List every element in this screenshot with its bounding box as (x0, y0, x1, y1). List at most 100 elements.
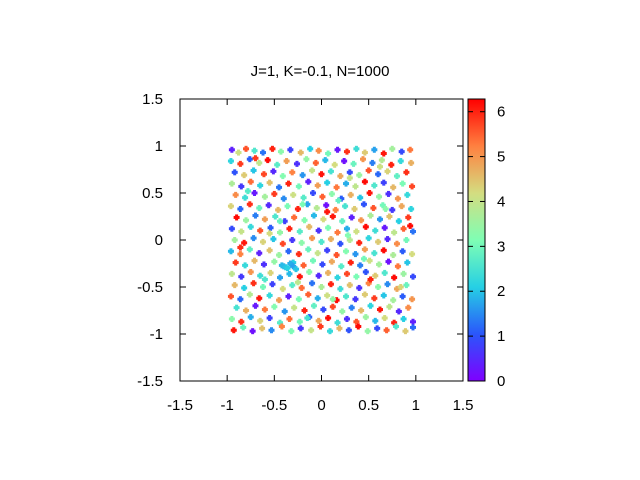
data-point (246, 246, 253, 253)
data-point (314, 295, 321, 302)
data-point (380, 247, 387, 254)
data-point (306, 223, 313, 230)
data-point (296, 228, 303, 235)
data-point (252, 302, 259, 309)
data-point (305, 178, 312, 185)
data-point (343, 293, 350, 300)
y-tick-label: -1.5 (137, 373, 163, 390)
data-point (251, 190, 258, 196)
data-point (315, 227, 322, 234)
data-point (375, 284, 382, 290)
data-point (324, 292, 331, 299)
data-point (346, 174, 353, 181)
data-point (385, 258, 392, 265)
data-point (372, 317, 379, 324)
data-point (237, 205, 244, 212)
data-point (357, 262, 364, 269)
data-point (362, 223, 369, 230)
data-point (310, 190, 317, 196)
colorbar-axis: 0 1 2 3 4 5 6 (468, 104, 505, 390)
data-point (310, 212, 317, 219)
data-point (318, 171, 325, 178)
data-point (410, 318, 417, 325)
data-point (304, 315, 311, 322)
data-point (335, 197, 342, 204)
data-point (289, 237, 296, 243)
data-point (252, 212, 259, 219)
data-point (301, 307, 308, 314)
data-point (376, 216, 383, 223)
data-point (343, 148, 350, 155)
data-point (341, 158, 348, 165)
data-point (331, 161, 338, 168)
data-point (276, 297, 283, 304)
data-point (404, 191, 411, 198)
y-axis: -1.5 -1 -0.5 0 0.5 1 1.5 (137, 91, 463, 390)
data-point (410, 324, 417, 331)
data-point (271, 303, 278, 310)
data-point (298, 239, 305, 246)
data-point (266, 315, 273, 322)
data-point (295, 183, 302, 190)
data-point (277, 148, 284, 155)
data-point (232, 259, 239, 266)
data-point (356, 172, 363, 179)
data-point (384, 236, 391, 243)
data-point (230, 327, 237, 334)
data-point (304, 201, 311, 208)
data-point (376, 193, 383, 200)
data-point (256, 295, 263, 302)
data-point (360, 201, 367, 208)
data-point (241, 172, 248, 179)
data-point (235, 149, 242, 156)
data-point (287, 260, 294, 267)
data-point (312, 159, 319, 166)
data-point (279, 173, 286, 180)
data-point (409, 296, 416, 303)
data-point (376, 261, 383, 268)
data-point (231, 282, 238, 289)
data-point (343, 315, 350, 322)
data-point (299, 201, 306, 208)
data-point (256, 159, 263, 166)
data-point (227, 248, 234, 255)
data-point (405, 304, 412, 311)
data-point (380, 179, 387, 186)
data-point (228, 146, 235, 153)
data-point (246, 291, 253, 298)
data-point (393, 240, 400, 247)
data-point (325, 269, 332, 276)
data-point (320, 306, 327, 313)
data-point (353, 228, 360, 235)
data-point (266, 247, 273, 254)
data-point (269, 281, 276, 288)
data-point (291, 304, 298, 311)
data-point (346, 282, 353, 289)
data-point (410, 273, 417, 280)
data-point (293, 160, 300, 167)
data-point (347, 259, 354, 266)
data-point (288, 328, 295, 335)
data-point (337, 240, 344, 247)
data-point (348, 304, 355, 311)
data-point (325, 224, 332, 231)
data-point (246, 201, 253, 208)
data-point (286, 315, 293, 322)
data-point (261, 306, 268, 313)
data-point (260, 171, 267, 178)
data-point (241, 284, 248, 291)
data-point (287, 146, 294, 153)
data-point (356, 239, 363, 246)
data-point (348, 214, 355, 221)
data-point (257, 227, 264, 234)
data-point (251, 257, 258, 264)
data-point (367, 212, 374, 219)
data-point (347, 191, 354, 198)
data-point (374, 325, 381, 332)
data-point (371, 295, 378, 302)
data-point (367, 276, 374, 283)
data-point (314, 250, 321, 257)
data-point (285, 180, 292, 187)
data-point (271, 190, 278, 197)
data-point (395, 308, 402, 315)
